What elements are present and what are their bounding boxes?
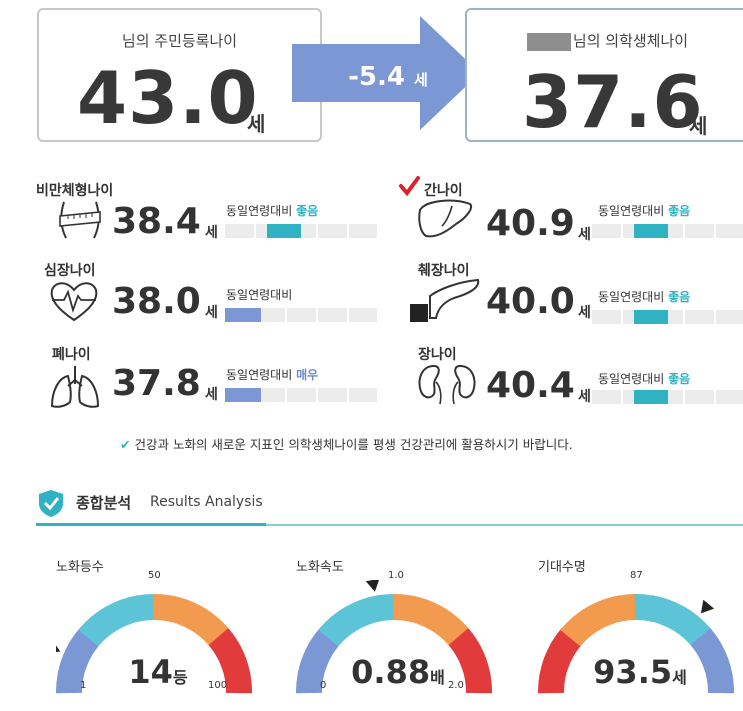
lung-age-title: 폐나이 [52, 347, 91, 363]
liver-level-bar [592, 224, 743, 238]
heart-age-value: 38.0 [112, 281, 201, 322]
pancreas-level-bar [592, 310, 743, 324]
pancreas-icon [410, 278, 480, 322]
obesity-level-bar [225, 224, 377, 238]
aging-speed-label: 노화속도 [296, 560, 344, 575]
intestine-compare: 동일연령대비 좋음 [598, 370, 690, 387]
aging-rank-label: 노화등수 [56, 560, 104, 575]
heart-pulse-icon [50, 282, 98, 322]
intestine-level-bar [592, 390, 743, 404]
pancreas-age-value: 40.0 [486, 281, 575, 322]
liver-compare: 동일연령대비 좋음 [598, 202, 690, 219]
aging-speed-value: 0.88배 [348, 656, 448, 688]
aging-speed-gauge [296, 580, 493, 694]
kidneys-icon [418, 364, 476, 405]
life-expectancy-gauge [538, 593, 735, 694]
liver-compare-label: 동일연령대비 [598, 204, 665, 218]
lung-compare-label: 동일연령대비 [226, 368, 293, 382]
lungs-icon [50, 366, 100, 408]
intestine-status: 좋음 [668, 372, 691, 386]
obesity-compare: 동일연령대비 좋음 [226, 202, 318, 219]
pancreas-level-fill [634, 310, 668, 324]
life-expectancy-label: 기대수명 [538, 560, 586, 575]
advice-note: ✔ 건강과 노화의 새로운 지표인 의학생체나이를 평생 건강관리에 활용하시기 … [120, 434, 573, 453]
lung-level-bar [225, 388, 377, 402]
results-divider [36, 524, 743, 526]
aging-speed-tick-mid: 1.0 [388, 570, 404, 581]
intestine-compare-label: 동일연령대비 [598, 372, 665, 386]
heart-age-title: 심장나이 [44, 263, 96, 279]
difference-unit: 세 [414, 71, 428, 89]
resident-age-value: 43.0 [77, 56, 259, 140]
pancreas-compare: 동일연령대비 좋음 [598, 288, 690, 305]
life-expectancy-value: 93.5세 [590, 656, 690, 688]
liver-age-title: 간나이 [424, 183, 463, 199]
note-check-icon: ✔ [120, 437, 131, 452]
resident-age-card: 님의 주민등록나이 43.0 세 [37, 8, 322, 142]
lung-age-value: 37.8 [112, 363, 201, 404]
lung-compare: 동일연령대비 매우 [226, 366, 318, 383]
difference-value: -5.4 [348, 62, 405, 92]
results-subtitle: Results Analysis [150, 494, 263, 510]
aging-rank-value: 14등 [108, 656, 208, 688]
lung-status: 매우 [296, 368, 319, 382]
resident-age-title: 님의 주민등록나이 [121, 32, 238, 50]
lung-age-unit: 세 [205, 387, 218, 403]
intestine-level-fill [634, 390, 668, 404]
obesity-level-fill [267, 224, 301, 238]
pancreas-compare-label: 동일연령대비 [598, 290, 665, 304]
liver-status: 좋음 [668, 204, 691, 218]
shield-check-icon [39, 490, 63, 517]
pancreas-age-title: 췌장나이 [418, 263, 470, 279]
aging-speed-number: 0.88 [351, 653, 431, 691]
results-divider-accent [36, 523, 266, 526]
aging-rank-gauge [56, 593, 253, 694]
intestine-age-unit: 세 [578, 389, 591, 405]
heart-age-unit: 세 [205, 305, 218, 321]
obesity-status: 좋음 [296, 204, 319, 218]
heart-compare-label: 동일연령대비 [226, 288, 293, 302]
aging-rank-unit: 등 [172, 668, 188, 687]
aging-rank-tick-max: 100 [208, 680, 228, 691]
results-title: 종합분석 [76, 494, 132, 512]
pancreas-age-unit: 세 [578, 305, 591, 321]
bio-age-value: 37.6 [522, 60, 704, 144]
life-expectancy-unit: 세 [672, 668, 687, 687]
check-icon [399, 176, 420, 197]
aging-speed-tick-max: 2.0 [448, 680, 464, 691]
intestine-age-title: 장나이 [418, 347, 457, 363]
heart-compare: 동일연령대비 [226, 286, 292, 303]
obesity-compare-label: 동일연령대비 [226, 204, 293, 218]
liver-age-unit: 세 [578, 227, 591, 243]
liver-icon [418, 199, 472, 238]
difference-arrow-icon [292, 16, 480, 130]
lung-level-fill [225, 388, 261, 402]
heart-level-fill [225, 308, 261, 322]
waist-tape-icon [59, 201, 101, 239]
aging-rank-tick-min: 1 [80, 680, 87, 691]
life-expectancy-tick-mid: 87 [630, 570, 643, 581]
obesity-age-unit: 세 [205, 225, 218, 241]
age-difference: -5.4 세 [318, 62, 458, 92]
heart-level-bar [225, 308, 377, 322]
bio-age-card: 님의 의학생체나이 37.6 세 [465, 8, 743, 142]
resident-age-unit: 세 [247, 112, 266, 136]
obesity-age-title: 비만체형나이 [36, 183, 114, 199]
aging-speed-tick-min: 0 [320, 680, 327, 691]
bio-age-title-row: 님의 의학생체나이 [467, 30, 743, 51]
liver-level-fill [634, 224, 668, 238]
liver-age-value: 40.9 [486, 203, 575, 244]
life-expectancy-number: 93.5 [593, 653, 673, 691]
aging-speed-unit: 배 [430, 668, 445, 687]
obesity-age-value: 38.4 [112, 201, 201, 242]
bio-age-title: 님의 의학생체나이 [572, 32, 689, 50]
aging-rank-number: 14 [128, 653, 173, 691]
aging-rank-tick-mid: 50 [148, 570, 161, 581]
redacted-name [526, 32, 571, 51]
note-text: 건강과 노화의 새로운 지표인 의학생체나이를 평생 건강관리에 활용하시기 바… [134, 437, 573, 452]
bio-age-unit: 세 [689, 114, 708, 138]
intestine-age-value: 40.4 [486, 365, 575, 406]
pancreas-status: 좋음 [668, 290, 691, 304]
